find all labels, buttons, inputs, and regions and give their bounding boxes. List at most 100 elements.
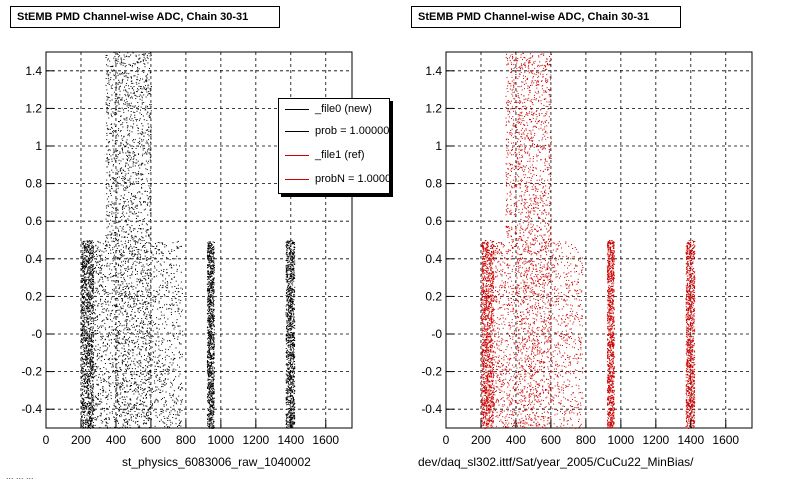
data-point: [120, 116, 121, 117]
data-point: [128, 110, 129, 111]
data-point: [127, 392, 128, 393]
data-point: [144, 355, 145, 356]
data-point: [130, 427, 131, 428]
data-point: [89, 270, 90, 271]
data-point: [98, 274, 99, 275]
data-point: [124, 237, 125, 238]
data-point: [90, 389, 91, 390]
data-point: [114, 246, 115, 247]
data-point: [122, 289, 123, 290]
data-point: [146, 397, 147, 398]
data-point: [150, 317, 151, 318]
data-point: [105, 354, 106, 355]
data-point: [124, 397, 125, 398]
data-point: [130, 358, 131, 359]
data-point: [95, 350, 96, 351]
data-point: [91, 308, 92, 309]
data-point: [132, 153, 133, 154]
data-point: [146, 232, 147, 233]
data-point: [122, 298, 123, 299]
data-point: [106, 161, 107, 162]
data-point: [148, 275, 149, 276]
data-point: [171, 265, 172, 266]
data-point: [110, 253, 111, 254]
data-point: [208, 260, 209, 261]
data-point: [112, 382, 113, 383]
data-point: [145, 288, 146, 289]
data-point: [137, 88, 138, 89]
data-point: [131, 340, 132, 341]
data-point: [156, 248, 157, 249]
data-point: [178, 336, 179, 337]
data-point: [92, 364, 93, 365]
data-point: [163, 280, 164, 281]
data-point: [108, 129, 109, 130]
data-point: [126, 65, 127, 66]
data-point: [123, 229, 124, 230]
data-point: [116, 363, 117, 364]
data-point: [123, 144, 124, 145]
data-point: [127, 386, 128, 387]
data-point: [128, 240, 129, 241]
data-point: [122, 206, 123, 207]
data-point: [118, 183, 119, 184]
data-point: [157, 292, 158, 293]
data-point: [86, 273, 87, 274]
data-point: [132, 375, 133, 376]
data-point: [174, 304, 175, 305]
data-point: [156, 276, 157, 277]
data-point: [135, 306, 136, 307]
data-point: [124, 216, 125, 217]
data-point: [132, 391, 133, 392]
data-point: [90, 249, 91, 250]
data-point: [147, 257, 148, 258]
data-point: [89, 303, 90, 304]
data-point: [83, 409, 84, 410]
data-point: [96, 397, 97, 398]
data-point: [82, 370, 83, 371]
data-point: [150, 88, 151, 89]
data-point: [146, 344, 147, 345]
data-point: [123, 289, 124, 290]
data-point: [179, 420, 180, 421]
data-point: [133, 123, 134, 124]
data-point: [121, 172, 122, 173]
data-point: [172, 395, 173, 396]
data-point: [127, 150, 128, 151]
data-point: [127, 424, 128, 425]
data-point: [147, 415, 148, 416]
data-point: [142, 71, 143, 72]
data-point: [89, 397, 90, 398]
data-point: [164, 244, 165, 245]
data-point: [133, 238, 134, 239]
data-point: [169, 275, 170, 276]
data-point: [151, 336, 152, 337]
data-point: [142, 179, 143, 180]
data-point: [122, 325, 123, 326]
data-point: [134, 312, 135, 313]
data-point: [141, 179, 142, 180]
data-point: [88, 403, 89, 404]
data-point: [214, 270, 215, 271]
data-point: [210, 372, 211, 373]
data-point: [92, 369, 93, 370]
data-point: [162, 285, 163, 286]
data-point: [120, 406, 121, 407]
data-point: [135, 274, 136, 275]
data-point: [148, 283, 149, 284]
data-point: [130, 374, 131, 375]
data-point: [150, 411, 151, 412]
data-point: [180, 384, 181, 385]
data-point: [105, 380, 106, 381]
data-point: [135, 105, 136, 106]
data-point: [81, 339, 82, 340]
data-point: [119, 407, 120, 408]
data-point: [176, 398, 177, 399]
data-point: [117, 228, 118, 229]
data-point: [84, 390, 85, 391]
data-point: [165, 364, 166, 365]
data-point: [149, 340, 150, 341]
data-point: [90, 316, 91, 317]
data-point: [95, 330, 96, 331]
data-point: [88, 398, 89, 399]
